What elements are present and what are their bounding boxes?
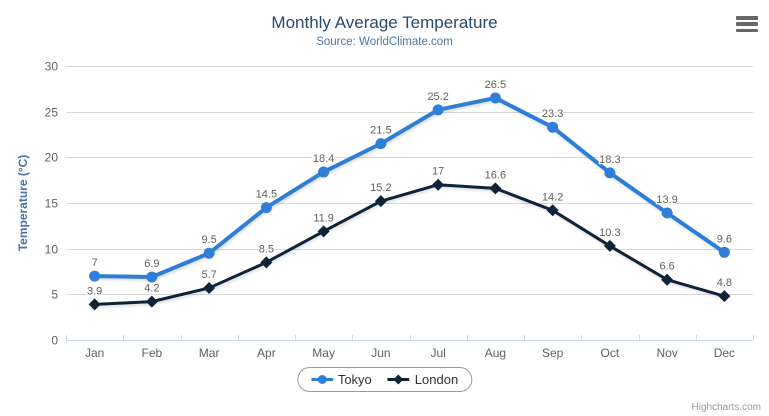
data-point-london[interactable]: [88, 298, 101, 311]
data-label-tokyo: 13.9: [656, 194, 677, 206]
series-line-london: [93, 183, 726, 306]
chart-subtitle: Source: WorldClimate.com: [316, 36, 453, 48]
y-axis-label: 15: [45, 197, 59, 211]
data-point-tokyo[interactable]: [260, 202, 272, 214]
legend-marker-diamond-icon: [387, 374, 410, 385]
data-label-tokyo: 18.3: [599, 154, 620, 166]
x-axis-label: Nov: [656, 346, 677, 360]
data-label-tokyo: 26.5: [485, 79, 506, 91]
data-point-tokyo[interactable]: [318, 166, 330, 178]
legend-item-tokyo[interactable]: Tokyo: [310, 372, 372, 387]
data-label-london: 6.6: [659, 261, 674, 273]
data-point-london[interactable]: [603, 239, 616, 252]
data-label-tokyo: 23.3: [542, 108, 563, 120]
y-axis-label: 25: [45, 106, 59, 120]
x-axis-label: Aug: [485, 346, 506, 360]
data-label-london: 8.5: [259, 243, 274, 255]
data-label-london: 16.6: [485, 169, 506, 181]
data-point-tokyo[interactable]: [547, 121, 559, 133]
y-axis-label: 30: [45, 60, 59, 74]
series-line-tokyo: [92, 95, 727, 279]
x-axis-label: Apr: [257, 346, 276, 360]
data-label-tokyo: 7: [92, 257, 98, 269]
x-axis-label: Jan: [85, 346, 104, 360]
x-axis-label: Feb: [142, 346, 163, 360]
data-point-london[interactable]: [317, 225, 330, 238]
hamburger-bar: [736, 22, 758, 26]
data-point-tokyo[interactable]: [604, 167, 616, 179]
data-label-tokyo: 9.5: [201, 234, 216, 246]
data-point-london[interactable]: [546, 204, 559, 217]
x-axis-label: May: [312, 346, 335, 360]
data-label-london: 4.2: [144, 283, 159, 295]
y-axis-label: 0: [51, 334, 58, 348]
hamburger-icon[interactable]: [736, 16, 758, 32]
hamburger-bar: [736, 28, 758, 32]
data-point-london[interactable]: [260, 256, 273, 269]
data-label-tokyo: 6.9: [144, 258, 159, 270]
legend-marker-circle-icon: [310, 375, 333, 384]
data-point-london[interactable]: [432, 178, 445, 191]
data-point-london[interactable]: [661, 273, 674, 286]
data-point-london[interactable]: [145, 295, 158, 308]
y-axis-title: Temperature (°C): [16, 155, 30, 252]
data-label-london: 3.9: [87, 285, 102, 297]
hamburger-bar: [736, 16, 758, 20]
data-point-london[interactable]: [374, 195, 387, 208]
data-point-london[interactable]: [203, 281, 216, 294]
data-label-london: 5.7: [201, 269, 216, 281]
data-label-tokyo: 21.5: [370, 125, 391, 137]
x-axis-label: Jul: [430, 346, 445, 360]
credits-link[interactable]: Highcharts.com: [691, 402, 761, 413]
data-label-london: 15.2: [370, 182, 391, 194]
data-point-london[interactable]: [489, 182, 502, 195]
data-point-tokyo[interactable]: [489, 92, 501, 104]
data-label-tokyo: 25.2: [427, 91, 448, 103]
legend: Tokyo London: [296, 367, 473, 392]
chart-title: Monthly Average Temperature: [271, 13, 498, 32]
data-point-tokyo[interactable]: [661, 207, 673, 219]
legend-item-london[interactable]: London: [387, 372, 459, 387]
legend-label: London: [414, 372, 459, 387]
data-label-london: 4.8: [717, 277, 732, 289]
y-axis-label: 5: [51, 288, 58, 302]
data-label-london: 10.3: [599, 227, 620, 239]
data-label-tokyo: 9.6: [717, 233, 732, 245]
y-axis-label: 20: [45, 151, 59, 165]
x-axis-label: Oct: [601, 346, 620, 360]
data-point-london[interactable]: [718, 290, 731, 303]
data-label-london: 14.2: [542, 191, 563, 203]
x-axis-label: Dec: [714, 346, 735, 360]
data-point-tokyo[interactable]: [718, 246, 730, 258]
y-axis-label: 10: [45, 243, 59, 257]
legend-label: Tokyo: [337, 372, 372, 387]
data-point-tokyo[interactable]: [146, 271, 158, 283]
x-axis-label: Jun: [371, 346, 390, 360]
data-label-tokyo: 18.4: [313, 153, 334, 165]
data-label-london: 17: [432, 166, 444, 178]
x-axis-label: Sep: [542, 346, 564, 360]
data-point-tokyo[interactable]: [203, 247, 215, 259]
data-label-tokyo: 14.5: [256, 189, 277, 201]
data-label-london: 11.9: [313, 212, 334, 224]
data-point-tokyo[interactable]: [89, 270, 101, 282]
data-point-tokyo[interactable]: [432, 104, 444, 116]
x-axis-label: Mar: [199, 346, 220, 360]
data-point-tokyo[interactable]: [375, 138, 387, 150]
